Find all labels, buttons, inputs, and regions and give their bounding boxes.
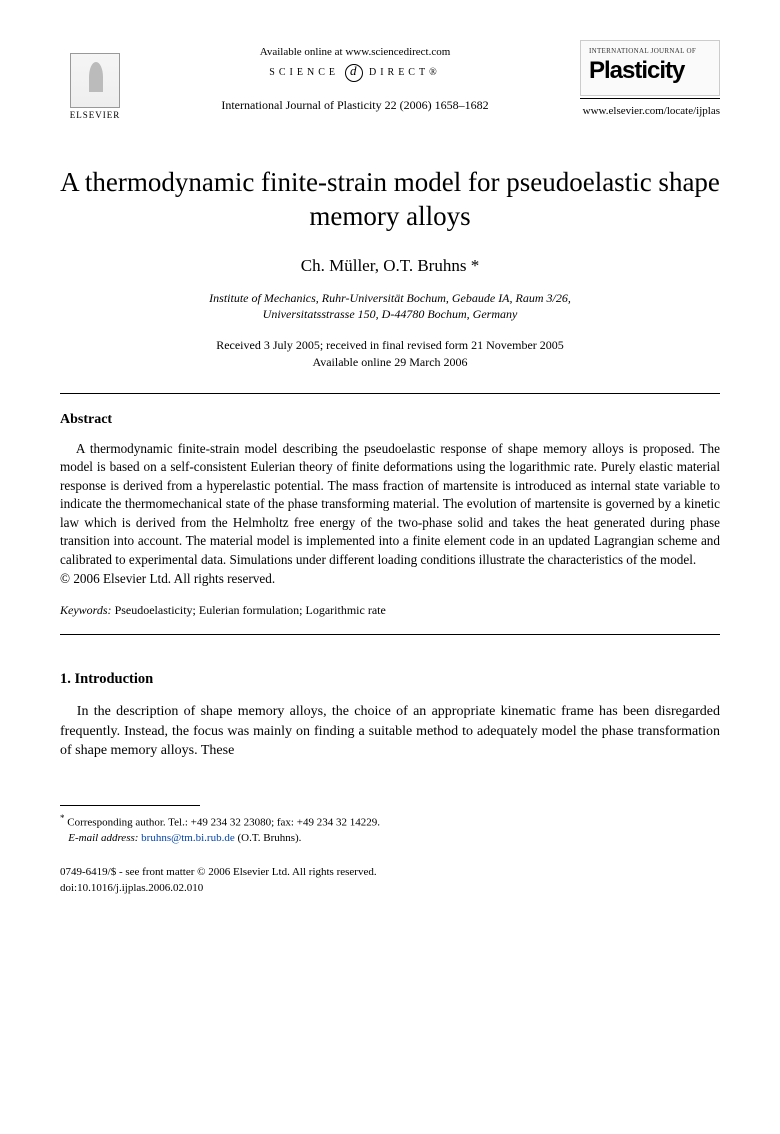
email-label: E-mail address:: [68, 832, 138, 844]
sciencedirect-logo: SCIENCE DIRECT®: [269, 64, 440, 82]
footer-line: doi:10.1016/j.ijplas.2006.02.010: [60, 881, 720, 896]
divider: [580, 98, 720, 99]
abstract-body: A thermodynamic finite-strain model desc…: [60, 440, 720, 569]
asterisk-icon: *: [60, 813, 65, 823]
section-body: In the description of shape memory alloy…: [60, 702, 720, 761]
elsevier-logo: ELSEVIER: [60, 40, 130, 120]
footer: 0749-6419/$ - see front matter © 2006 El…: [60, 865, 720, 896]
sd-text-right: DIRECT®: [369, 67, 441, 78]
keywords: Keywords: Pseudoelasticity; Eulerian for…: [60, 603, 720, 618]
divider: [60, 393, 720, 394]
journal-cover-box: INTERNATIONAL JOURNAL OF Plasticity www.…: [580, 40, 720, 117]
paper-title: A thermodynamic finite-strain model for …: [60, 166, 720, 234]
dates-line: Available online 29 March 2006: [60, 354, 720, 371]
available-online-text: Available online at www.sciencedirect.co…: [130, 46, 580, 58]
corresponding-author-line: * Corresponding author. Tel.: +49 234 32…: [60, 812, 720, 832]
copyright-line: © 2006 Elsevier Ltd. All rights reserved…: [60, 571, 720, 587]
dates-line: Received 3 July 2005; received in final …: [60, 337, 720, 354]
journal-url: www.elsevier.com/locate/ijplas: [580, 105, 720, 117]
header: ELSEVIER Available online at www.science…: [60, 40, 720, 120]
divider: [60, 634, 720, 635]
plasticity-logo: INTERNATIONAL JOURNAL OF Plasticity: [580, 40, 720, 96]
keywords-label: Keywords:: [60, 603, 112, 617]
affiliation-line: Universitatsstrasse 150, D-44780 Bochum,…: [60, 306, 720, 323]
email-paren: (O.T. Bruhns).: [237, 832, 301, 844]
email-link[interactable]: bruhns@tm.bi.rub.de: [141, 832, 235, 844]
sd-bulb-icon: [345, 64, 363, 82]
footer-line: 0749-6419/$ - see front matter © 2006 El…: [60, 865, 720, 880]
footnote: * Corresponding author. Tel.: +49 234 32…: [60, 812, 720, 848]
article-dates: Received 3 July 2005; received in final …: [60, 337, 720, 371]
affiliation-line: Institute of Mechanics, Ruhr-Universität…: [60, 290, 720, 307]
sd-text-left: SCIENCE: [269, 67, 339, 78]
corresponding-text: Corresponding author. Tel.: +49 234 32 2…: [67, 817, 380, 829]
footnote-divider: [60, 805, 200, 806]
authors: Ch. Müller, O.T. Bruhns *: [60, 256, 720, 276]
publisher-name: ELSEVIER: [70, 110, 121, 120]
elsevier-tree-icon: [70, 53, 120, 108]
affiliation: Institute of Mechanics, Ruhr-Universität…: [60, 290, 720, 324]
journal-reference: International Journal of Plasticity 22 (…: [130, 98, 580, 113]
plasticity-small-text: INTERNATIONAL JOURNAL OF: [589, 47, 711, 55]
abstract-heading: Abstract: [60, 412, 720, 428]
section-heading: 1. Introduction: [60, 671, 720, 688]
email-line: E-mail address: bruhns@tm.bi.rub.de (O.T…: [60, 831, 720, 847]
plasticity-big-text: Plasticity: [589, 57, 711, 85]
center-header: Available online at www.sciencedirect.co…: [130, 40, 580, 113]
keywords-text: Pseudoelasticity; Eulerian formulation; …: [112, 603, 386, 617]
